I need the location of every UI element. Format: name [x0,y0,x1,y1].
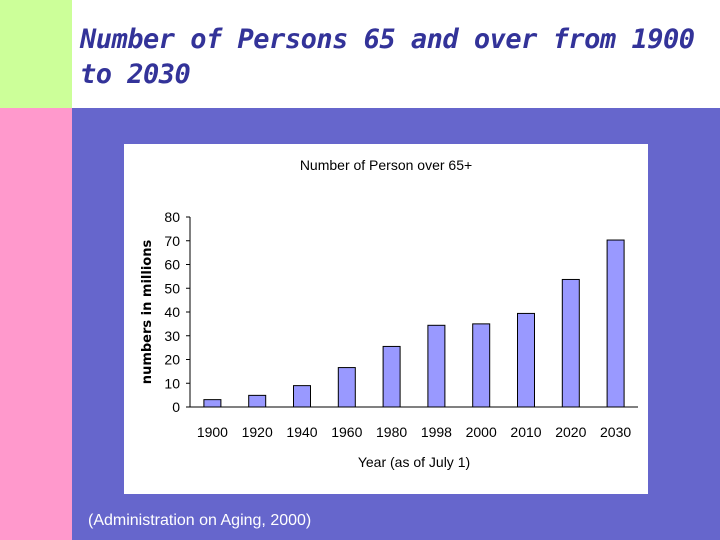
slide-title: Number of Persons 65 and over from 1900 … [80,24,695,90]
x-tick-label: 2010 [510,424,541,440]
x-axis-title: Year (as of July 1) [358,454,470,470]
chart-area: Number of Person over 65+ 0 10 20 30 40 50 60 70… [124,144,648,494]
y-tick-label: 10 [164,375,180,391]
source-citation: (Administration on Aging, 2000) [88,512,312,529]
y-tick-label: 0 [172,399,180,415]
y-tick-label: 20 [164,352,180,368]
x-tick-label: 1960 [331,424,362,440]
bar-1960 [337,367,356,408]
y-tick-label: 50 [164,280,180,296]
bar-1980 [382,345,401,408]
x-tick-label: 2000 [466,424,497,440]
x-tick-label: 1920 [242,424,273,440]
x-tick-label: 1940 [286,424,317,440]
bar-2000 [472,323,491,408]
bar-1920 [248,394,267,408]
bar-1998 [427,324,446,408]
y-tick-label: 60 [164,257,180,273]
x-tick-label: 2030 [600,424,631,440]
x-tick-label: 1980 [376,424,407,440]
x-tick-label: 1900 [197,424,228,440]
x-tick-label: 1998 [421,424,452,440]
pink-side-block [0,108,72,540]
y-tick-label: 80 [164,209,180,225]
bar-2020 [561,278,580,408]
y-axis-title: numbers in millions [140,240,155,385]
y-tick-label: 70 [164,233,180,249]
bar-2010 [517,312,535,408]
bar-1940 [293,385,311,408]
bar-chart: Number of Person over 65+010203040506070… [140,157,638,470]
y-tick-label: 30 [164,328,180,344]
bar-2030 [606,239,625,408]
bar-1900 [203,399,222,408]
y-tick-label: 40 [164,304,180,320]
x-tick-label: 2020 [555,424,586,440]
chart-title: Number of Person over 65+ [300,157,472,173]
green-corner-block [0,0,72,108]
